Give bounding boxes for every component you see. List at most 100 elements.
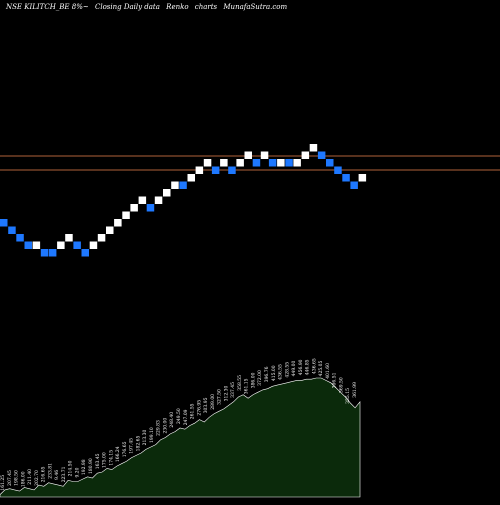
renko-brick-up bbox=[195, 166, 204, 174]
price-label: 9.20 bbox=[75, 467, 81, 477]
price-label: 186.00 bbox=[20, 471, 26, 487]
price-label: 415.00 bbox=[271, 365, 277, 381]
renko-brick-up bbox=[171, 181, 179, 189]
renko-brick-down bbox=[211, 166, 220, 174]
renko-brick-down bbox=[350, 181, 358, 189]
renko-brick-down bbox=[334, 166, 342, 174]
header-symbol: NSE KILITCH_BE 8%~ bbox=[6, 3, 89, 11]
price-label: 436.55 bbox=[278, 364, 284, 380]
volume-area bbox=[0, 377, 361, 498]
renko-brick-down bbox=[342, 174, 350, 182]
renko-brick-down bbox=[24, 241, 32, 249]
price-label: 211.40 bbox=[27, 469, 33, 485]
price-label: 337.45 bbox=[230, 382, 236, 398]
price-label: 9.46 bbox=[54, 470, 60, 480]
price-label: 361.99 bbox=[352, 382, 358, 398]
price-label: 230.00 bbox=[163, 418, 169, 434]
renko-brick-up bbox=[154, 196, 163, 204]
renko-brick-up bbox=[309, 144, 318, 152]
renko-brick-up bbox=[130, 204, 138, 212]
header-type: Closing Daily data bbox=[94, 3, 160, 11]
renko-brick-down bbox=[268, 159, 277, 167]
price-label: 161.25 bbox=[0, 475, 6, 491]
price-label: 249.50 bbox=[176, 408, 182, 424]
price-label: 456.90 bbox=[298, 359, 304, 375]
price-label: 202.70 bbox=[34, 470, 40, 486]
renko-brick-up bbox=[301, 151, 310, 159]
price-label: 396.76 bbox=[264, 366, 270, 382]
price-label: 175.00 bbox=[102, 452, 108, 468]
price-labels: 161.25 207.45 198.50 186.00 211.40 202.70 216.… bbox=[0, 358, 358, 490]
renko-brick-up bbox=[236, 159, 244, 167]
price-label: 229.83 bbox=[156, 420, 162, 436]
renko-brick-down bbox=[73, 241, 81, 249]
renko-brick-up bbox=[293, 159, 301, 167]
price-label: 174.15 bbox=[108, 450, 114, 466]
price-label: 192.98 bbox=[81, 459, 87, 475]
renko-brick-up bbox=[260, 151, 269, 159]
renko-brick-up bbox=[32, 241, 41, 249]
price-label: 233.81 bbox=[47, 463, 53, 479]
header-chart: Renko bbox=[166, 3, 189, 11]
price-label: 327.50 bbox=[217, 389, 223, 405]
price-label: 312.30 bbox=[223, 386, 229, 402]
renko-brick-up bbox=[187, 174, 195, 182]
price-label: 289.00 bbox=[210, 394, 216, 410]
renko-brick-down bbox=[228, 166, 236, 174]
price-label: 436.65 bbox=[311, 358, 317, 374]
renko-brick-down bbox=[252, 159, 261, 167]
price-label: 216.65 bbox=[41, 466, 47, 482]
renko-brick-up bbox=[65, 234, 73, 242]
price-label: 401.60 bbox=[325, 363, 331, 379]
renko-brick-down bbox=[81, 249, 89, 257]
renko-brick-up bbox=[163, 189, 171, 197]
price-label: 207.45 bbox=[7, 470, 13, 486]
renko-brick-up bbox=[203, 159, 212, 167]
price-label: 198.50 bbox=[14, 470, 20, 486]
price-label: 369.50 bbox=[339, 377, 345, 393]
renko-brick-up bbox=[114, 219, 122, 227]
price-label: 197.45 bbox=[129, 438, 135, 454]
price-label: 358.55 bbox=[237, 375, 243, 391]
price-label: 446.85 bbox=[305, 359, 311, 375]
renko-brick-down bbox=[48, 249, 57, 257]
renko-brick-up bbox=[244, 151, 252, 159]
price-label: 428.55 bbox=[284, 362, 290, 378]
chart-header: NSE KILITCH_BE 8%~ Closing Daily data Re… bbox=[6, 3, 291, 11]
price-label: 247.09 bbox=[183, 409, 189, 425]
price-label: 261.55 bbox=[190, 403, 196, 419]
header-site: MunafaSutra.com bbox=[223, 3, 288, 11]
renko-brick-up bbox=[97, 234, 106, 242]
price-label: 372.00 bbox=[257, 370, 263, 386]
renko-brick-up bbox=[106, 226, 114, 234]
renko-brick-up bbox=[277, 159, 285, 167]
price-label: 386.51 bbox=[332, 372, 338, 388]
volume-area-path bbox=[0, 377, 361, 498]
renko-brick-down bbox=[16, 234, 24, 242]
renko-brick-down bbox=[326, 159, 334, 167]
renko-brick-down bbox=[8, 226, 16, 234]
price-label: 355.15 bbox=[345, 388, 351, 404]
price-label: 425.05 bbox=[318, 361, 324, 377]
price-label: 449.00 bbox=[291, 361, 297, 377]
renko-brick-up bbox=[57, 241, 65, 249]
price-label: 176.65 bbox=[122, 441, 128, 457]
price-label: 276.95 bbox=[196, 400, 202, 416]
renko-bricks bbox=[0, 144, 367, 257]
renko-brick-up bbox=[89, 241, 98, 249]
price-label: 248.40 bbox=[169, 412, 175, 428]
price-label: 199.10 bbox=[149, 427, 155, 443]
price-label: 182.65 bbox=[135, 436, 141, 452]
price-label: 223.71 bbox=[61, 466, 67, 482]
renko-brick-down bbox=[40, 249, 49, 257]
price-label: 214.50 bbox=[68, 460, 74, 476]
renko-brick-down bbox=[179, 181, 187, 189]
price-label: 180.90 bbox=[88, 458, 94, 474]
renko-brick-down bbox=[317, 151, 326, 159]
renko-brick-down bbox=[285, 159, 293, 167]
price-label: 166.24 bbox=[115, 446, 121, 462]
renko-brick-up bbox=[358, 174, 367, 182]
renko-brick-down bbox=[0, 219, 8, 227]
